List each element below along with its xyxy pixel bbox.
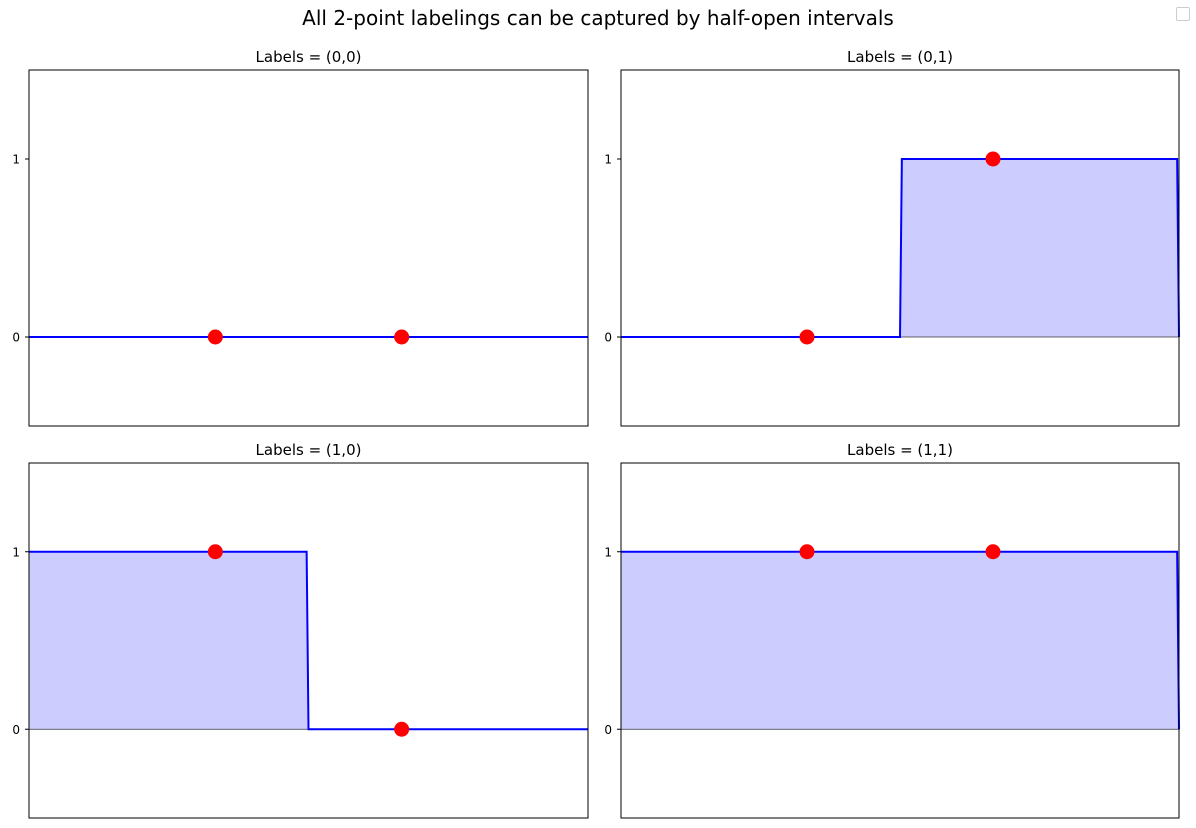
data-point	[799, 329, 815, 345]
subplot-title: Labels = (1,0)	[256, 441, 362, 459]
axes-frame	[28, 69, 589, 427]
y-tick-label: 1	[604, 545, 612, 559]
subplot-title: Labels = (0,1)	[847, 48, 953, 66]
data-point	[207, 329, 223, 345]
subplot-grid: 0 1 Labels = (0,0) 0 1 Labels = (0,1) 0 1 Labels…	[12, 48, 1180, 819]
subplot-4: 0 1 Labels = (1,1)	[604, 441, 1180, 819]
axes-frame	[620, 69, 1180, 427]
y-tick-label: 1	[12, 153, 20, 167]
step-function-line	[29, 550, 588, 731]
subplot-title: Labels = (0,0)	[256, 48, 362, 66]
data-point	[985, 544, 1001, 560]
subplot-3: 0 1 Labels = (1,0)	[12, 441, 589, 819]
y-tick-label: 0	[12, 723, 20, 737]
y-tick-label: 0	[12, 331, 20, 345]
axes-frame	[28, 462, 589, 819]
figure-title: All 2-point labelings can be captured by…	[302, 6, 894, 30]
subplot-1: 0 1 Labels = (0,0)	[12, 48, 589, 427]
data-point	[394, 329, 410, 345]
shaded-region	[621, 551, 1179, 730]
data-point	[394, 721, 410, 737]
shaded-region	[621, 159, 1179, 337]
y-tick-label: 0	[604, 331, 612, 345]
data-point	[985, 151, 1001, 167]
empty-legend-box	[1176, 7, 1190, 21]
y-tick-label: 1	[12, 545, 20, 559]
y-tick-label: 0	[604, 723, 612, 737]
axes-frame	[620, 462, 1180, 819]
shaded-region	[29, 551, 588, 730]
subplot-title: Labels = (1,1)	[847, 441, 953, 459]
subplot-2: 0 1 Labels = (0,1)	[604, 48, 1180, 427]
data-point	[207, 544, 223, 560]
data-point	[799, 544, 815, 560]
y-tick-label: 1	[604, 153, 612, 167]
